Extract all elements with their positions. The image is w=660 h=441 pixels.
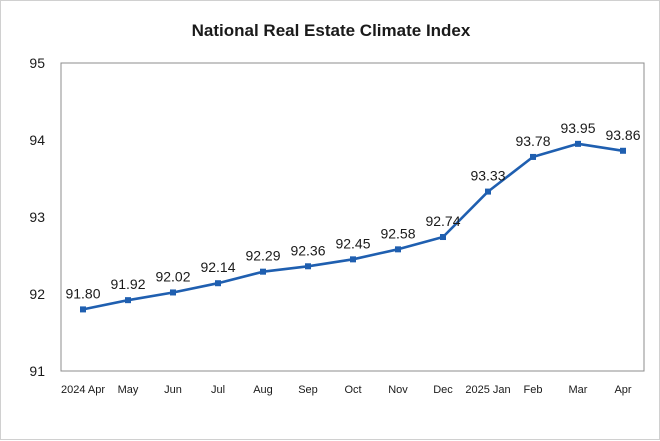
x-tick-label: May [118, 384, 139, 396]
chart-title: National Real Estate Climate Index [191, 21, 471, 40]
x-tick-label: 2025 Jan [465, 384, 510, 396]
data-label: 93.78 [515, 133, 550, 149]
data-point-marker [620, 147, 626, 154]
data-point-marker [485, 188, 491, 195]
x-tick-label: Apr [614, 384, 631, 396]
y-tick-label: 95 [29, 55, 45, 71]
x-tick-label: Dec [433, 384, 453, 396]
data-point-marker [530, 153, 536, 160]
data-label: 93.95 [560, 120, 595, 136]
data-label: 93.86 [605, 127, 640, 143]
data-point-marker [350, 256, 356, 263]
data-label: 93.33 [470, 168, 505, 184]
x-axis-ticks: 2024 Apr May Jun Jul Aug Sep Oct Nov Dec 2025 Jan… [61, 384, 632, 396]
y-tick-label: 91 [29, 363, 45, 379]
data-label: 92.02 [155, 268, 190, 284]
data-point-marker [125, 297, 131, 304]
x-tick-label: Mar [569, 384, 588, 396]
x-tick-label: Sep [298, 384, 318, 396]
x-tick-label: Jul [211, 384, 225, 396]
data-point-marker [215, 280, 221, 287]
data-point-marker [260, 268, 266, 275]
x-tick-label: Jun [164, 384, 182, 396]
data-point-marker [395, 246, 401, 253]
plot-area [60, 62, 645, 372]
data-label: 92.14 [200, 259, 235, 275]
series-line-group [82, 142, 624, 311]
data-point-marker [170, 289, 176, 296]
y-tick-label: 94 [29, 132, 45, 148]
data-label: 91.80 [65, 285, 100, 301]
data-label: 92.58 [380, 225, 415, 241]
x-tick-label: Feb [524, 384, 543, 396]
x-tick-label: Nov [388, 384, 408, 396]
series-line [82, 142, 624, 311]
data-point-marker [440, 234, 446, 241]
data-label: 92.36 [290, 242, 325, 258]
data-label: 91.92 [110, 276, 145, 292]
x-tick-label: 2024 Apr [61, 384, 105, 396]
y-tick-label: 93 [29, 209, 45, 225]
data-label: 92.45 [335, 235, 370, 251]
data-labels: 91.80 91.92 92.02 92.14 92.29 92.36 92.45 92.58… [65, 120, 640, 302]
data-point-marker [305, 263, 311, 270]
data-point-marker [80, 306, 86, 313]
y-tick-label: 92 [29, 286, 45, 302]
data-points [80, 140, 626, 313]
y-axis-ticks: 91 92 93 94 95 [29, 55, 45, 379]
x-tick-label: Aug [253, 384, 273, 396]
plot-border [60, 62, 645, 372]
x-tick-label: Oct [344, 384, 361, 396]
data-label: 92.29 [245, 248, 280, 264]
data-point-marker [575, 140, 581, 147]
data-label: 92.74 [425, 213, 460, 229]
